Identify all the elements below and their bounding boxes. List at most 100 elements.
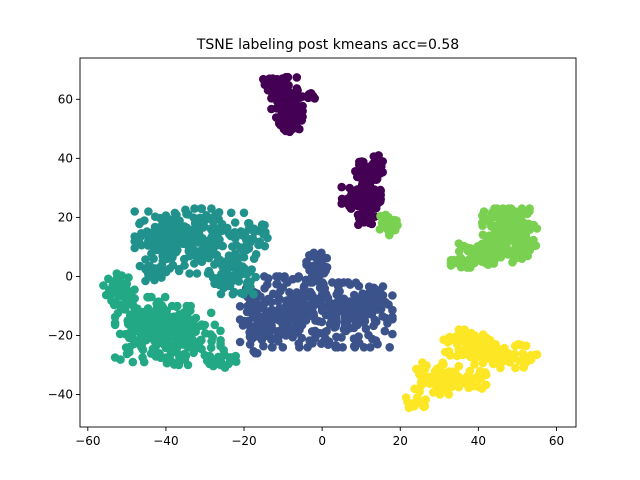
scatter-point-cluster-1	[281, 331, 291, 340]
y-tick-label: −20	[48, 328, 73, 342]
scatter-point-cluster-0	[278, 76, 287, 86]
scatter-point-cluster-1	[353, 318, 363, 328]
scatter-point-cluster-3	[125, 342, 135, 352]
scatter-point-cluster-4	[487, 208, 497, 217]
x-tick-label: 60	[549, 434, 564, 448]
scatter-point-cluster-1	[354, 332, 363, 341]
scatter-point-cluster-1	[318, 286, 327, 296]
scatter-point-cluster-3	[113, 308, 123, 318]
x-tick-label: 20	[393, 434, 408, 448]
scatter-point-cluster-1	[369, 321, 378, 331]
scatter-point-cluster-1	[268, 343, 277, 352]
scatter-point-cluster-5	[467, 374, 477, 383]
scatter-point-cluster-0	[305, 89, 314, 99]
scatter-point-cluster-2	[149, 254, 158, 263]
scatter-point-cluster-2	[261, 227, 270, 237]
scatter-point-cluster-3	[202, 356, 212, 366]
scatter-point-cluster-1	[306, 278, 316, 287]
scatter-point-cluster-4	[515, 213, 524, 223]
scatter-point-cluster-5	[420, 402, 430, 411]
scatter-point-cluster-2	[204, 237, 213, 247]
scatter-point-cluster-2	[207, 204, 216, 213]
scatter-point-cluster-0	[356, 164, 366, 173]
scatter-point-cluster-4	[513, 244, 523, 254]
scatter-point-cluster-5	[421, 395, 430, 405]
scatter-point-cluster-5	[414, 384, 424, 393]
scatter-point-cluster-2	[185, 269, 194, 278]
x-tick-label: −20	[231, 434, 256, 448]
scatter-point-cluster-0	[358, 181, 367, 191]
scatter-point-cluster-5	[419, 365, 429, 375]
scatter-point-cluster-1	[323, 340, 333, 350]
scatter-point-cluster-1	[273, 297, 283, 306]
scatter-point-cluster-5	[412, 393, 422, 402]
scatter-point-cluster-5	[499, 351, 508, 361]
scatter-point-cluster-2	[240, 229, 250, 238]
scatter-point-cluster-4	[487, 244, 497, 254]
scatter-point-cluster-3	[116, 355, 125, 364]
scatter-point-cluster-5	[429, 388, 438, 397]
scatter-point-cluster-3	[180, 349, 190, 359]
scatter-point-cluster-1	[313, 328, 322, 338]
scatter-point-cluster-0	[292, 118, 302, 127]
scatter-point-cluster-1	[340, 323, 350, 333]
scatter-point-cluster-1	[368, 334, 377, 344]
scatter-point-cluster-4	[390, 225, 400, 235]
scatter-point-cluster-0	[264, 79, 274, 88]
scatter-point-cluster-5	[519, 363, 528, 372]
scatter-point-cluster-1	[311, 294, 321, 303]
scatter-point-cluster-2	[228, 289, 238, 299]
scatter-point-cluster-1	[378, 282, 388, 291]
scatter-point-cluster-2	[160, 254, 169, 263]
scatter-point-cluster-3	[122, 349, 132, 359]
y-axis: −40 −20 0 20 40 60	[48, 92, 80, 402]
scatter-point-cluster-1	[288, 274, 298, 284]
scatter-point-cluster-0	[337, 182, 347, 192]
scatter-point-cluster-0	[353, 201, 363, 211]
scatter-point-cluster-1	[318, 305, 327, 315]
scatter-point-cluster-2	[246, 282, 255, 292]
scatter-point-cluster-2	[175, 216, 184, 225]
scatter-point-cluster-0	[285, 116, 294, 125]
scatter-point-cluster-2	[234, 277, 244, 286]
scatter-point-cluster-4	[520, 246, 530, 255]
scatter-point-cluster-2	[174, 266, 184, 276]
scatter-point-cluster-5	[425, 379, 435, 389]
scatter-point-cluster-2	[197, 253, 206, 263]
scatter-point-cluster-2	[135, 261, 145, 271]
scatter-point-cluster-4	[526, 236, 536, 246]
scatter-point-cluster-2	[215, 255, 224, 265]
scatter-point-cluster-1	[317, 317, 327, 327]
scatter-point-cluster-4	[524, 219, 533, 229]
scatter-point-cluster-0	[377, 162, 386, 171]
scatter-point-cluster-1	[299, 288, 309, 298]
scatter-point-cluster-4	[488, 253, 497, 263]
scatter-point-cluster-2	[216, 289, 226, 299]
scatter-point-cluster-4	[466, 263, 475, 272]
scatter-point-cluster-2	[255, 237, 265, 246]
x-tick-label: 40	[471, 434, 486, 448]
scatter-point-cluster-5	[454, 325, 464, 334]
scatter-point-cluster-2	[239, 289, 248, 299]
scatter-point-cluster-0	[365, 182, 375, 191]
scatter-point-cluster-5	[465, 366, 475, 376]
scatter-point-cluster-1	[317, 248, 326, 258]
scatter-point-cluster-2	[208, 273, 218, 283]
scatter-point-cluster-1	[294, 306, 304, 316]
scatter-point-cluster-1	[368, 300, 378, 309]
scatter-point-cluster-2	[225, 281, 234, 291]
scatter-point-cluster-2	[161, 234, 171, 243]
scatter-point-cluster-2	[194, 238, 204, 247]
scatter-point-cluster-1	[246, 327, 256, 336]
scatter-point-cluster-2	[192, 269, 202, 278]
scatter-point-cluster-0	[359, 208, 368, 217]
scatter-point-cluster-1	[240, 319, 249, 328]
scatter-point-cluster-2	[231, 254, 241, 263]
scatter-point-cluster-5	[511, 363, 520, 373]
y-tick-label: 40	[58, 151, 73, 165]
scatter-point-cluster-3	[140, 315, 150, 325]
scatter-point-cluster-2	[230, 218, 240, 227]
scatter-point-cluster-4	[501, 241, 511, 251]
scatter-point-cluster-1	[267, 311, 276, 321]
scatter-point-cluster-0	[340, 198, 350, 207]
